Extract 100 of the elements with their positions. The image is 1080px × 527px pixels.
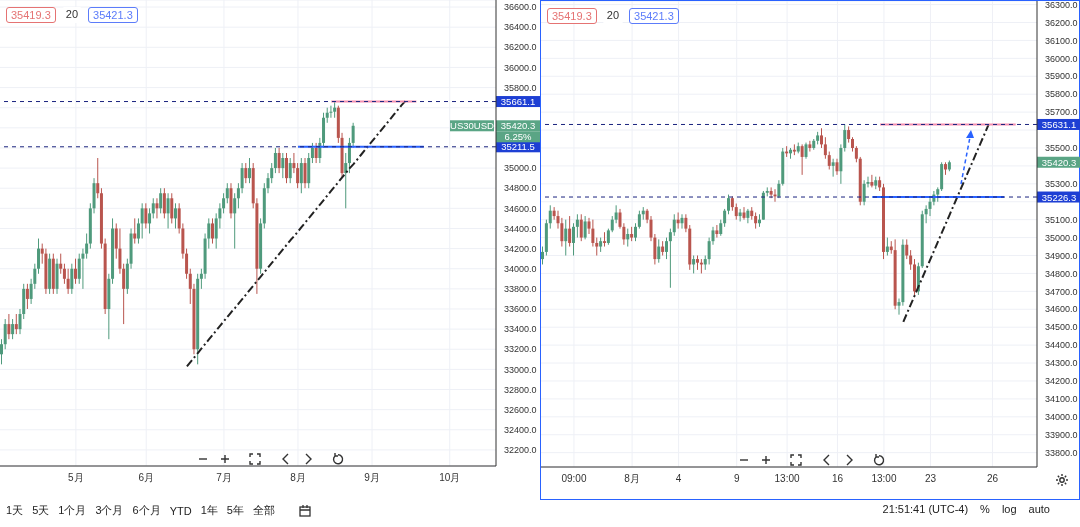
candlestick bbox=[575, 213, 579, 239]
y-tick-label: 34600.0 bbox=[1045, 304, 1078, 315]
y-tick-label: 33800.0 bbox=[1045, 447, 1078, 458]
y-tick-label: 34800.0 bbox=[1045, 268, 1078, 279]
y-tick-label: 34400.0 bbox=[504, 223, 537, 234]
candlestick bbox=[3, 318, 7, 350]
y-tick-label: 36000.0 bbox=[504, 62, 537, 73]
candlestick bbox=[742, 206, 746, 221]
x-tick-label: 6月 bbox=[138, 472, 154, 484]
text: 35420.3 bbox=[1041, 156, 1077, 168]
candlestick bbox=[548, 204, 552, 230]
y-tick-label: 33400.0 bbox=[504, 324, 537, 335]
candlestick bbox=[144, 202, 148, 229]
y-tick-label: 35300.0 bbox=[1045, 179, 1078, 190]
text: 1天 bbox=[6, 503, 24, 518]
candlestick bbox=[800, 143, 804, 176]
text: 6.25% bbox=[504, 131, 533, 143]
candlestick bbox=[25, 283, 29, 310]
candlestick bbox=[568, 215, 572, 248]
y-tick-label: 36100.0 bbox=[1045, 35, 1078, 46]
x-tick-label: 5月 bbox=[68, 472, 84, 484]
y-tick-label: 33900.0 bbox=[1045, 429, 1078, 440]
text: 21:51:41 (UTC-4) bbox=[882, 503, 969, 515]
y-tick-label: 35100.0 bbox=[1045, 214, 1078, 225]
annotation: 35421.3 bbox=[629, 8, 679, 24]
candlestick bbox=[715, 224, 719, 239]
x-tick-label: 16 bbox=[831, 473, 844, 485]
x-tick-label: 26 bbox=[986, 473, 999, 485]
y-tick-label: 34200.0 bbox=[504, 243, 537, 254]
ref-line-label: 35211.5 bbox=[501, 141, 535, 153]
candlestick bbox=[273, 147, 277, 174]
y-tick-label: 34900.0 bbox=[1045, 250, 1078, 261]
y-tick-label: 35800.0 bbox=[1045, 89, 1078, 100]
x-tick-label: 8月 bbox=[624, 473, 640, 485]
candlestick bbox=[564, 219, 568, 257]
y-tick-label: 36200.0 bbox=[1045, 17, 1078, 28]
candlestick bbox=[14, 313, 18, 335]
y-tick-label: 36300.0 bbox=[1045, 0, 1078, 10]
text: % bbox=[980, 503, 990, 515]
y-tick-label: 33800.0 bbox=[504, 284, 537, 295]
candlestick bbox=[96, 157, 100, 199]
y-tick-label: 35000.0 bbox=[1045, 232, 1078, 243]
candlestick bbox=[680, 213, 684, 230]
candlestick bbox=[823, 136, 827, 160]
candlestick bbox=[151, 197, 155, 219]
candlestick bbox=[344, 152, 348, 209]
text: 5天 bbox=[32, 503, 50, 518]
candlestick bbox=[233, 192, 237, 250]
ref-line-label: 35661.1 bbox=[500, 96, 536, 108]
y-tick-label: 33600.0 bbox=[504, 304, 537, 315]
y-tick-label: 33200.0 bbox=[504, 344, 537, 355]
y-tick-label: 32400.0 bbox=[504, 424, 537, 435]
candlestick bbox=[11, 318, 15, 340]
candlestick bbox=[77, 253, 81, 285]
candlestick bbox=[314, 142, 318, 164]
annotation: 35419.3 bbox=[547, 8, 597, 24]
text: 1个月 bbox=[58, 503, 87, 518]
y-tick-label: 32800.0 bbox=[504, 384, 537, 395]
ref-line-label: 35631.1 bbox=[1041, 118, 1077, 130]
candlestick bbox=[591, 219, 595, 248]
y-tick-label: 34400.0 bbox=[1045, 340, 1078, 351]
annotation: 35421.3 bbox=[88, 7, 138, 23]
y-tick-label: 35800.0 bbox=[504, 82, 537, 93]
x-tick-label: 23 bbox=[924, 473, 937, 485]
candlestick bbox=[746, 208, 750, 224]
candlestick bbox=[81, 248, 85, 290]
candlestick bbox=[329, 105, 333, 119]
x-tick-label: 09:00 bbox=[561, 473, 587, 485]
x-tick-label: 9月 bbox=[364, 472, 380, 484]
candlestick bbox=[159, 187, 163, 214]
y-tick-label: 35700.0 bbox=[1045, 107, 1078, 118]
text: 6个月 bbox=[132, 503, 161, 518]
candlestick bbox=[210, 217, 214, 245]
candlestick bbox=[769, 186, 773, 199]
y-tick-label: 36200.0 bbox=[504, 42, 537, 53]
candlestick bbox=[166, 192, 170, 229]
candlestick bbox=[808, 140, 812, 153]
candlestick bbox=[74, 258, 78, 285]
x-tick-label: 8月 bbox=[290, 472, 306, 484]
candlestick bbox=[303, 157, 307, 189]
candlestick bbox=[310, 142, 314, 164]
y-tick-label: 34300.0 bbox=[1045, 358, 1078, 369]
y-tick-label: 34000.0 bbox=[1045, 412, 1078, 423]
y-tick-label: 36400.0 bbox=[504, 22, 537, 33]
text: 全部 bbox=[252, 503, 275, 518]
candlestick bbox=[240, 162, 244, 194]
candlestick bbox=[831, 158, 835, 178]
x-tick-label: 10月 bbox=[439, 472, 461, 484]
y-tick-label: 33000.0 bbox=[504, 364, 537, 375]
candlestick bbox=[66, 268, 70, 295]
candlestick bbox=[248, 157, 251, 184]
candlestick bbox=[148, 207, 152, 234]
text: 35420.3 bbox=[500, 120, 536, 132]
annotation: 35419.3 bbox=[6, 7, 56, 23]
candlestick bbox=[738, 208, 742, 222]
candlestick bbox=[7, 313, 11, 340]
y-tick-label: 36000.0 bbox=[1045, 53, 1078, 64]
candlestick bbox=[299, 157, 303, 194]
y-tick-label: 32200.0 bbox=[504, 445, 537, 456]
x-tick-label: 13:00 bbox=[871, 473, 897, 485]
